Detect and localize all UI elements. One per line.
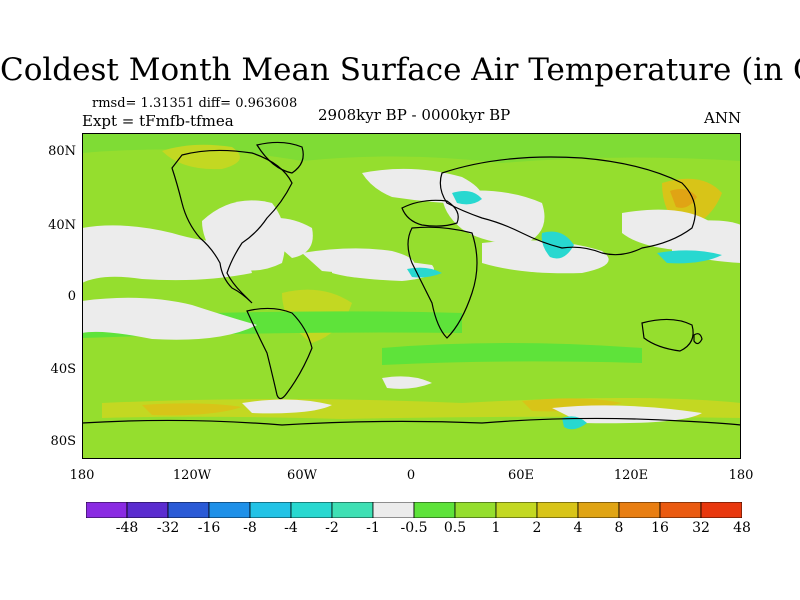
colorbar-label: 48 [733, 520, 751, 536]
lat-tick-80n: 80N [48, 144, 76, 159]
colorbar-swatch [536, 502, 579, 518]
neutral-region [82, 225, 252, 283]
warm-patch [522, 398, 622, 412]
colorbar-swatch [331, 502, 374, 518]
stats-line: rmsd= 1.31351 diff= 0.963608 [92, 96, 298, 111]
colorbar-label: -0.5 [400, 520, 428, 536]
colorbar-label: 32 [692, 520, 710, 536]
lon-tick-60w: 60W [287, 468, 317, 483]
map-frame [82, 133, 741, 459]
colorbar-label: -8 [243, 520, 257, 536]
colorbar-swatch [454, 502, 497, 518]
temperature-map [82, 133, 741, 459]
lon-tick-180e: 180 [728, 468, 754, 483]
neutral-region [382, 376, 432, 389]
colorbar-label: -1 [366, 520, 380, 536]
lat-tick-80s: 80S [50, 434, 76, 449]
colorbar-swatch [208, 502, 251, 518]
colorbar-label: 1 [491, 520, 501, 536]
colorbar-label: 4 [573, 520, 583, 536]
colorbar-label: -32 [156, 520, 180, 536]
lon-tick-120w: 120W [172, 468, 212, 483]
colorbar-label: 8 [614, 520, 624, 536]
lon-tick-60e: 60E [507, 468, 535, 483]
colorbar-swatch [495, 502, 538, 518]
neutral-region [252, 218, 313, 258]
experiment-label: Expt = tFmfb-tfmea [82, 112, 234, 130]
season-label: ANN [704, 109, 742, 127]
colorbar-swatch [618, 502, 661, 518]
cold-spot [452, 191, 482, 205]
colorbar-swatch [167, 502, 210, 518]
colorbar-label: -4 [284, 520, 298, 536]
colorbar-label: -2 [325, 520, 339, 536]
lon-tick-180w: 180 [69, 468, 95, 483]
cold-spot [657, 250, 722, 264]
neutral-region [82, 297, 257, 340]
colorbar-swatch [413, 502, 456, 518]
lat-tick-0: 0 [67, 289, 76, 304]
colorbar-label: -48 [115, 520, 139, 536]
colorbar-swatch [126, 502, 169, 518]
lon-tick-0: 0 [406, 468, 416, 483]
cold-spot [541, 231, 574, 259]
neutral-region [482, 240, 609, 274]
cool-band [382, 343, 642, 365]
cold-spot [562, 416, 587, 430]
colorbar-label: 2 [532, 520, 542, 536]
arctic-band [82, 133, 741, 163]
neutral-region [242, 399, 332, 414]
warm-patch [142, 403, 242, 416]
colorbar-swatch [86, 502, 128, 518]
lat-tick-40s: 40S [50, 362, 76, 377]
colorbar-swatch [372, 502, 415, 518]
neutral-region [202, 200, 286, 271]
colorbar-swatch [290, 502, 333, 518]
chart-title: Coldest Month Mean Surface Air Temperatu… [0, 52, 800, 88]
colorbar-label: 16 [651, 520, 669, 536]
colorbar-label: -16 [197, 520, 221, 536]
colorbar-swatch [577, 502, 620, 518]
neutral-region [332, 260, 434, 281]
colorbar-swatch [249, 502, 292, 518]
coastlines [82, 141, 741, 426]
colorbar-swatch [700, 502, 742, 518]
colorbar-label: 0.5 [443, 520, 467, 536]
lat-tick-40n: 40N [48, 218, 76, 233]
period-label: 2908kyr BP - 0000kyr BP [318, 106, 511, 124]
colorbar [86, 502, 742, 518]
colorbar-swatch [659, 502, 702, 518]
lon-tick-120e: 120E [613, 468, 649, 483]
